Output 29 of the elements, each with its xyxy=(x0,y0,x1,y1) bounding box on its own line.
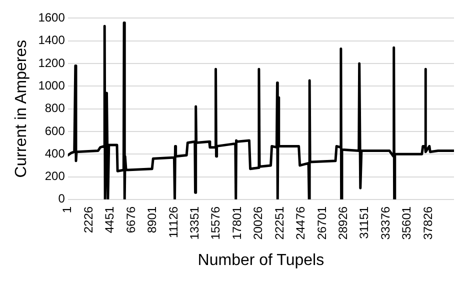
y-tick-label: 600 xyxy=(44,124,66,138)
x-tick-label: 13351 xyxy=(187,206,202,240)
y-tick-label: 1000 xyxy=(38,78,66,92)
x-tick-label: 17801 xyxy=(230,206,244,240)
x-tick-label: 24476 xyxy=(294,206,308,240)
y-tick-label: 1200 xyxy=(38,56,66,70)
x-tick-label: 11126 xyxy=(166,206,180,238)
x-tick-label: 33376 xyxy=(378,206,392,240)
x-tick-label: 20026 xyxy=(251,206,266,240)
x-tick-label: 26701 xyxy=(314,206,329,240)
y-tick-label: 1600 xyxy=(38,10,66,25)
y-tick-label: 1400 xyxy=(38,33,66,48)
x-tick-label: 22251 xyxy=(272,206,286,240)
y-tick-label: 800 xyxy=(44,101,66,116)
x-tick-label: 37826 xyxy=(420,206,435,240)
x-tick-label: 6676 xyxy=(124,206,138,234)
x-tick-label: 4451 xyxy=(102,206,117,234)
y-axis-title: Current in Amperes xyxy=(13,40,30,178)
x-tick-label: 1 xyxy=(60,206,74,214)
x-tick-label: 15576 xyxy=(208,206,223,240)
y-tick-label: 200 xyxy=(44,169,66,184)
y-tick-label: 400 xyxy=(44,146,66,160)
x-tick-label: 35601 xyxy=(400,206,414,240)
y-tick-label: 0 xyxy=(58,192,66,206)
x-tick-label: 2226 xyxy=(81,206,96,234)
x-axis-title: Number of Tupels xyxy=(198,252,324,269)
x-tick-label: 28926 xyxy=(336,206,350,240)
x-tick-label: 8901 xyxy=(145,206,160,234)
x-tick-label: 31151 xyxy=(357,206,372,239)
